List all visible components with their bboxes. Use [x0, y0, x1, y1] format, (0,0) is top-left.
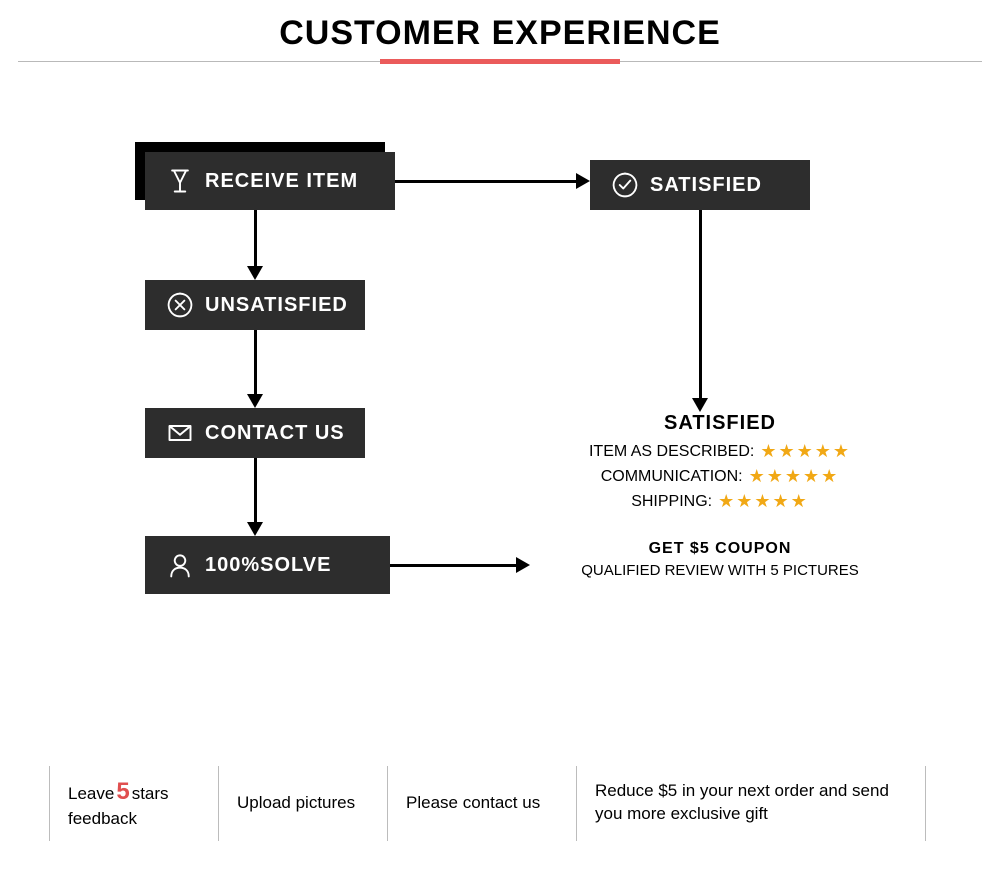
arrow-head-right-icon — [516, 557, 530, 573]
node-label: UNSATISFIED — [205, 294, 348, 317]
ratings-heading: SATISFIED — [540, 412, 900, 435]
rating-row: SHIPPING: ★★★★★ — [540, 491, 900, 512]
glass-icon — [163, 167, 197, 195]
arrow-line — [254, 330, 257, 396]
mail-icon — [163, 419, 197, 447]
footer-text: Reduce $5 in your next order and send yo… — [595, 780, 907, 826]
flowchart: RECEIVE ITEM SATISFIED UNSATISFIED CONTACT … — [0, 152, 1000, 692]
footer-cell: Please contact us — [387, 766, 577, 841]
rating-label: ITEM AS DESCRIBED: — [589, 443, 754, 461]
coupon-subtitle: QUALIFIED REVIEW WITH 5 PICTURES — [540, 562, 900, 579]
node-satisfied: SATISFIED — [590, 160, 810, 210]
arrow-head-down-icon — [692, 398, 708, 412]
rating-label: SHIPPING: — [631, 493, 712, 511]
star-icon: ★★★★★ — [749, 466, 840, 487]
arrow-line — [395, 180, 578, 183]
node-unsatisfied: UNSATISFIED — [145, 280, 365, 330]
header: CUSTOMER EXPERIENCE — [0, 0, 1000, 64]
cross-icon — [163, 291, 197, 319]
node-label: CONTACT US — [205, 422, 345, 445]
star-icon: ★★★★★ — [760, 441, 851, 462]
node-contact: CONTACT US — [145, 408, 365, 458]
person-icon — [163, 551, 197, 579]
node-label: RECEIVE ITEM — [205, 170, 358, 193]
footer-cell: Leave5stars feedback — [49, 766, 219, 841]
arrow-line — [254, 458, 257, 524]
arrow-line — [699, 210, 702, 400]
footer-cell: Reduce $5 in your next order and send yo… — [576, 766, 926, 841]
footer-strip: Leave5stars feedback Upload pictures Pleas… — [0, 766, 1000, 841]
arrow-line — [390, 564, 518, 567]
title-underline — [380, 59, 620, 64]
node-label: 100%SOLVE — [205, 554, 331, 577]
coupon-title: GET $5 COUPON — [540, 540, 900, 558]
node-label: SATISFIED — [650, 174, 762, 197]
arrow-head-down-icon — [247, 266, 263, 280]
rating-row: COMMUNICATION: ★★★★★ — [540, 466, 900, 487]
arrow-head-down-icon — [247, 522, 263, 536]
footer-text: Please contact us — [406, 792, 540, 815]
page-title: CUSTOMER EXPERIENCE — [279, 14, 721, 53]
footer-big-number: 5 — [114, 778, 131, 805]
rating-row: ITEM AS DESCRIBED: ★★★★★ — [540, 441, 900, 462]
rating-label: COMMUNICATION: — [601, 468, 743, 486]
node-solve: 100%SOLVE — [145, 536, 390, 594]
star-icon: ★★★★★ — [718, 491, 809, 512]
arrow-head-right-icon — [576, 173, 590, 189]
ratings-block: SATISFIEDITEM AS DESCRIBED:★★★★★COMMUNIC… — [540, 412, 900, 579]
footer-cell: Upload pictures — [218, 766, 388, 841]
footer-text: Leave5stars feedback — [68, 776, 200, 831]
check-icon — [608, 171, 642, 199]
node-receive: RECEIVE ITEM — [145, 152, 395, 210]
arrow-head-down-icon — [247, 394, 263, 408]
arrow-line — [254, 210, 257, 268]
footer-text: Upload pictures — [237, 792, 355, 815]
